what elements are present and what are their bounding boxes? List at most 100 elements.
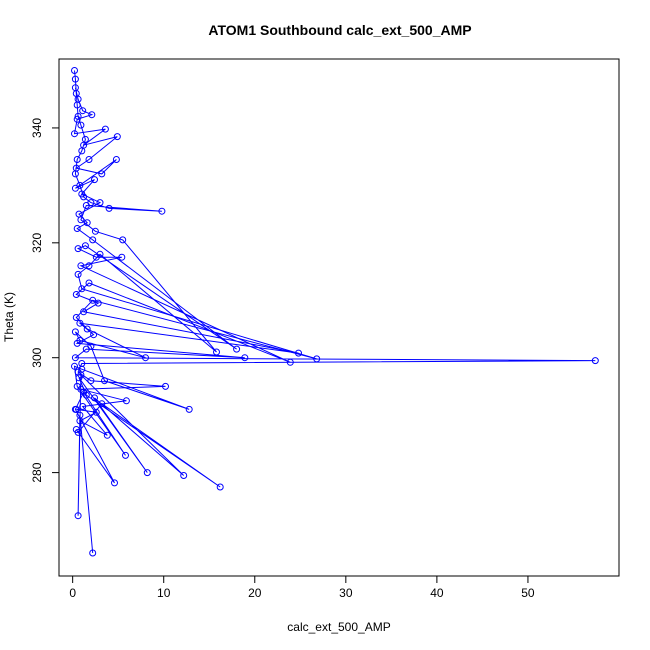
data-point (90, 331, 98, 339)
data-point (71, 328, 79, 336)
data-point (94, 299, 102, 307)
points-layer (71, 67, 599, 557)
data-point (112, 156, 120, 163)
data-point (72, 291, 80, 298)
data-point (77, 385, 85, 393)
x-tick-label: 50 (521, 586, 535, 600)
data-point (74, 428, 82, 436)
data-point (73, 115, 81, 123)
y-tick-label: 320 (30, 232, 44, 252)
data-point (162, 382, 169, 390)
x-tick-label: 0 (69, 586, 76, 600)
data-point (122, 397, 130, 405)
data-point (143, 469, 151, 477)
data-point (87, 377, 95, 385)
data-point (185, 405, 193, 413)
data-point (82, 345, 90, 353)
data-point (79, 107, 87, 115)
y-tick-label: 340 (30, 118, 44, 138)
data-point (313, 355, 321, 363)
data-point (216, 483, 224, 491)
data-point (83, 219, 91, 227)
data-point (71, 184, 79, 192)
x-axis-label: calc_ext_500_AMP (287, 620, 390, 634)
data-point (79, 403, 87, 410)
data-point (71, 84, 79, 92)
data-point (74, 245, 82, 253)
data-point (82, 391, 90, 399)
data-point (82, 202, 90, 209)
data-point (75, 210, 83, 218)
data-point (180, 472, 188, 479)
data-point (103, 431, 111, 439)
data-point (142, 354, 149, 362)
data-point (113, 133, 121, 141)
data-point (85, 262, 93, 270)
x-tick-label: 30 (339, 586, 353, 600)
data-point (101, 125, 109, 133)
series-layer (73, 70, 596, 554)
data-point (71, 130, 78, 138)
y-axis-label: Theta (K) (2, 292, 16, 342)
data-point (74, 112, 82, 120)
data-point (72, 314, 80, 321)
data-point (74, 270, 82, 278)
data-point (71, 362, 78, 370)
data-point (286, 358, 294, 366)
series-line-2 (73, 87, 596, 436)
data-point (105, 204, 113, 212)
data-point (71, 67, 78, 74)
data-point (73, 156, 81, 163)
data-point (71, 75, 79, 83)
data-point (76, 417, 84, 425)
data-point (80, 141, 88, 149)
data-point (91, 176, 98, 184)
y-axis: 280 300 320 340 (30, 118, 60, 483)
data-point (118, 253, 126, 261)
data-point (72, 164, 80, 172)
data-point (111, 479, 118, 487)
data-point (295, 349, 302, 357)
plot-frame (58, 58, 620, 577)
data-point (96, 199, 104, 207)
data-point (119, 236, 127, 244)
data-point (71, 354, 79, 362)
y-tick-label: 280 (30, 462, 44, 482)
data-point (74, 368, 82, 376)
data-point (85, 279, 93, 287)
data-point (74, 512, 82, 520)
data-point (74, 95, 82, 103)
data-point (72, 405, 80, 413)
x-tick-label: 40 (430, 586, 444, 600)
data-point (83, 325, 91, 333)
data-point (77, 121, 85, 129)
data-point (78, 360, 86, 367)
data-point (98, 400, 106, 408)
series-line-1 (73, 70, 317, 554)
data-point (85, 156, 93, 163)
data-point (89, 236, 97, 244)
data-point (89, 296, 97, 304)
data-point (89, 549, 97, 557)
data-point (92, 253, 100, 261)
data-point (591, 357, 599, 365)
data-point (233, 345, 241, 353)
data-point (213, 348, 220, 356)
data-point (77, 262, 85, 270)
x-tick-label: 10 (157, 586, 171, 600)
data-point (80, 308, 88, 316)
data-point (78, 285, 86, 293)
data-point (122, 451, 129, 459)
data-point (98, 170, 106, 178)
data-point (88, 111, 96, 119)
data-point (101, 377, 108, 385)
data-point (92, 408, 100, 416)
y-tick-label: 300 (30, 347, 44, 367)
x-tick-label: 20 (248, 586, 262, 600)
data-point (91, 227, 99, 235)
data-point (73, 225, 81, 232)
data-point (91, 394, 98, 402)
x-axis: 0 10 20 30 40 50 (69, 575, 535, 600)
data-point (81, 242, 89, 250)
